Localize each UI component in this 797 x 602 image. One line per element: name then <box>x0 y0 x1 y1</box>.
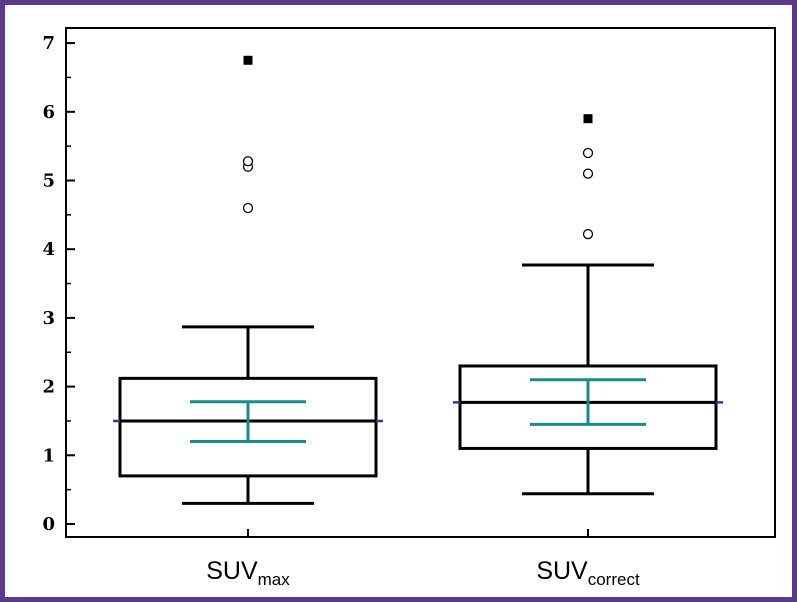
y-tick-label: 1 <box>42 445 55 466</box>
outlier-point <box>582 147 594 159</box>
far-outlier-point <box>583 114 593 124</box>
y-axis: 0 1 2 3 4 5 6 7 <box>42 33 75 535</box>
y-tick-label: 2 <box>42 377 55 398</box>
x-category-label: SUVmax <box>206 557 290 589</box>
category-subscript: correct <box>588 570 640 589</box>
outlier-point <box>242 156 254 167</box>
y-tick-label: 4 <box>42 239 55 260</box>
x-axis: SUVmax SUVcorrect <box>206 529 640 589</box>
category-main: SUV <box>536 557 588 585</box>
box-1 <box>113 55 383 505</box>
outlier-point <box>582 168 594 179</box>
plot-area <box>65 27 776 538</box>
y-tick-label: 3 <box>42 308 55 329</box>
outlier-point <box>582 228 594 240</box>
y-tick-label: 6 <box>42 102 55 123</box>
box-series <box>113 55 723 505</box>
y-tick-label: 7 <box>42 33 55 54</box>
far-outlier-point <box>243 55 253 65</box>
x-category-label: SUVcorrect <box>536 557 640 589</box>
outlier-point <box>242 202 254 214</box>
y-tick-label: 5 <box>42 171 55 192</box>
category-subscript: max <box>258 570 291 589</box>
y-tick-label: 0 <box>42 514 55 535</box>
box-2 <box>453 114 723 496</box>
category-main: SUV <box>206 557 258 585</box>
